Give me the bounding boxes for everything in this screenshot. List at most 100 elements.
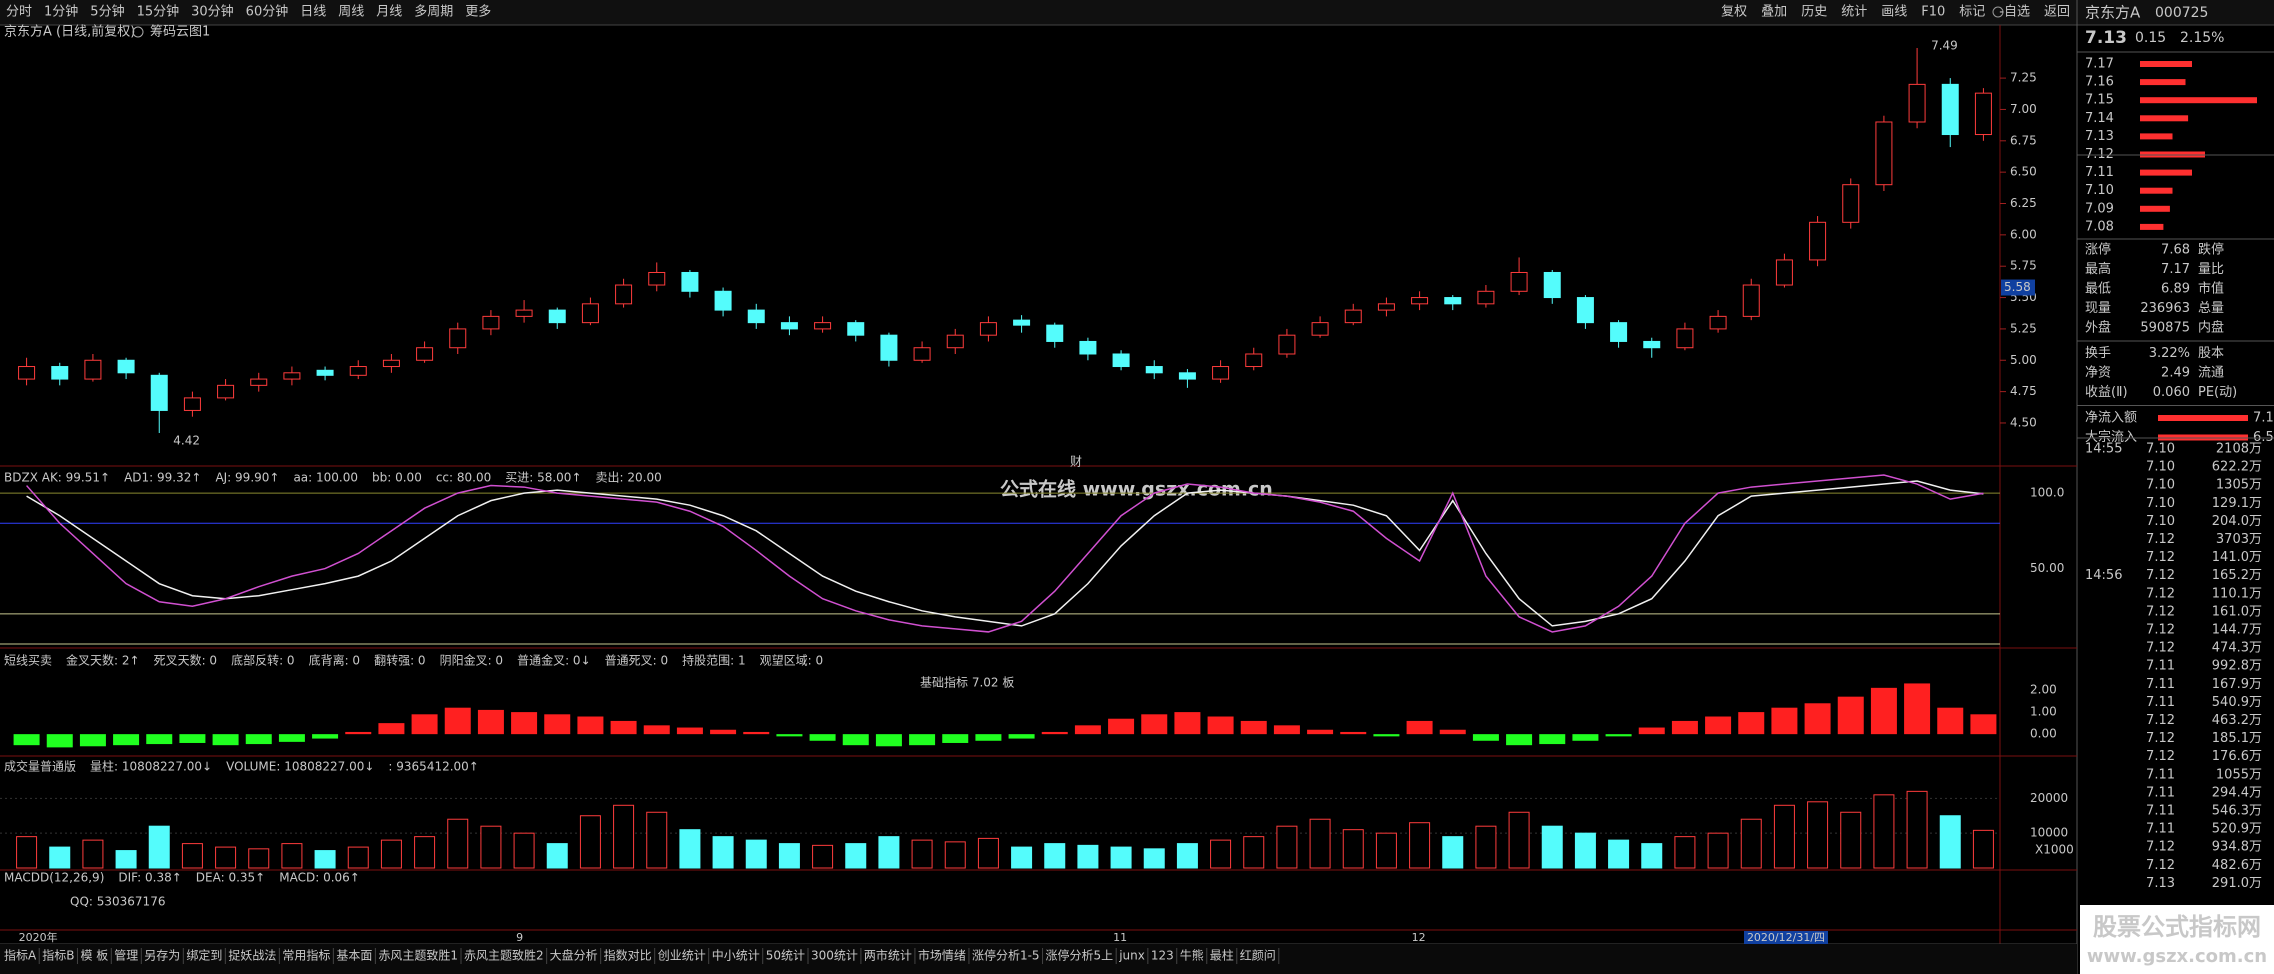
chart-title: 京东方A (日线,前复权) <box>4 24 135 40</box>
tick-price: 7.12 <box>2146 641 2175 656</box>
stat-label: 量比 <box>2198 262 2224 277</box>
menu-item[interactable]: 日线 <box>300 5 326 20</box>
tick-volume: 992.8万 <box>2212 659 2262 674</box>
stat-label: 最高 <box>2085 261 2111 277</box>
tab[interactable]: 捉妖战法 <box>228 948 276 963</box>
menu-item[interactable]: 复权 <box>1721 4 1747 20</box>
tab[interactable]: 常用指标 <box>282 948 330 963</box>
tab[interactable]: 基本面 <box>336 949 372 963</box>
candle-body <box>946 334 964 349</box>
tick-volume: 167.9万 <box>2212 677 2262 692</box>
legend-item: cc: 80.00 <box>436 471 491 485</box>
close-icon[interactable] <box>1992 6 2004 18</box>
y-tick-label: 5.75 <box>2010 259 2037 273</box>
menu-item[interactable]: 返回 <box>2044 5 2070 20</box>
flow-bar <box>2158 415 2248 421</box>
menu-item[interactable]: 历史 <box>1801 5 1827 20</box>
legend-item: 金叉天数: 2↑ <box>66 653 140 668</box>
stat-label: 股本 <box>2198 346 2224 361</box>
tab[interactable]: 大盘分析 <box>550 948 598 963</box>
volume-bar <box>1641 843 1663 869</box>
tab[interactable]: 指数对比 <box>604 948 652 963</box>
menu-item[interactable]: 1分钟 <box>44 4 78 20</box>
menu-item[interactable]: 更多 <box>465 4 491 20</box>
tab[interactable]: 管理 <box>114 948 138 963</box>
menu-item[interactable]: 5分钟 <box>90 4 124 20</box>
menu-item[interactable]: 周线 <box>338 5 364 20</box>
tab[interactable]: 市场情绪 <box>918 948 966 963</box>
price: 7.13 <box>2085 28 2127 48</box>
menu-item[interactable]: 多周期 <box>414 4 453 20</box>
menu-item[interactable]: 30分钟 <box>191 4 234 20</box>
book-price: 7.10 <box>2085 183 2114 198</box>
volume-bar <box>1906 790 1928 869</box>
menu-item[interactable]: 分时 <box>6 5 32 20</box>
menu-item[interactable]: 月线 <box>376 5 402 20</box>
volume-bar <box>1541 825 1563 869</box>
tab[interactable]: 123 <box>1151 949 1174 963</box>
y-tick-label: 6.00 <box>2010 227 2037 241</box>
book-price: 7.13 <box>2085 129 2114 144</box>
overlay-title: 筹码云图1 <box>150 24 210 40</box>
tab[interactable]: 另存为 <box>144 949 180 963</box>
candle-body <box>449 328 467 349</box>
banner-url: www.gszx.com.cn <box>2087 946 2267 967</box>
volume-bar <box>679 829 701 869</box>
stat-label: 流通 <box>2198 366 2224 381</box>
stat-label: 换手 <box>2085 346 2111 361</box>
indicator-line <box>26 480 1984 627</box>
tab[interactable]: 模 板 <box>80 949 108 963</box>
menu-item[interactable]: 画线 <box>1881 5 1907 20</box>
candle-body <box>1046 324 1064 342</box>
tab[interactable]: 指标B <box>42 948 74 963</box>
menu-item[interactable]: 统计 <box>1841 5 1867 20</box>
tick-volume: 934.8万 <box>2212 840 2262 855</box>
tab[interactable]: 红颜问 <box>1240 948 1276 963</box>
tick-volume: 3703万 <box>2216 532 2262 547</box>
tick-price: 7.12 <box>2146 749 2175 764</box>
tab[interactable]: 赤风主题致胜2 <box>464 948 544 963</box>
menu-item[interactable]: 15分钟 <box>137 4 180 20</box>
tab[interactable]: 最柱 <box>1210 948 1234 963</box>
volume-bar <box>1939 815 1961 869</box>
bar <box>1804 703 1831 735</box>
tab[interactable]: 涨停分析5上 <box>1046 948 1114 963</box>
bar <box>1539 734 1566 745</box>
y-tick-label: 7.00 <box>2010 102 2037 116</box>
tab[interactable]: 牛熊 <box>1180 948 1204 963</box>
candle-body <box>548 309 566 324</box>
candle-body <box>913 347 931 361</box>
tab[interactable]: 300统计 <box>811 949 858 963</box>
volume-bar <box>314 850 336 869</box>
book-price: 7.08 <box>2085 219 2114 234</box>
candle-body <box>880 334 898 361</box>
tab[interactable]: 中小统计 <box>712 948 760 963</box>
menu-item[interactable]: 标记 <box>1959 5 1985 20</box>
y-tick-label: 1.00 <box>2030 705 2057 719</box>
tab[interactable]: 绑定到 <box>186 948 222 963</box>
tab[interactable]: junx <box>1118 949 1145 963</box>
tick-volume: 463.2万 <box>2212 713 2262 728</box>
tab[interactable]: 50统计 <box>766 949 805 963</box>
tab[interactable]: 两市统计 <box>864 948 912 963</box>
stat-value: 590875 <box>2140 321 2190 336</box>
volume-bar <box>16 836 38 869</box>
menu-item[interactable]: 60分钟 <box>246 4 289 20</box>
y-tick-label: 5.00 <box>2010 353 2037 367</box>
menu-item[interactable]: -自选 <box>1999 5 2030 20</box>
menu-item[interactable]: F10 <box>1921 5 1945 20</box>
tab[interactable]: 赤风主题致胜1 <box>378 948 458 963</box>
bar <box>1373 734 1400 737</box>
candle-body <box>283 372 301 380</box>
tab[interactable]: 指标A <box>4 948 37 963</box>
tab[interactable]: 创业统计 <box>658 949 706 963</box>
bar <box>1904 683 1931 735</box>
candle-body <box>1676 328 1694 349</box>
tick-time: 14:55 <box>2085 442 2122 457</box>
candle-body <box>1444 297 1462 305</box>
menu-item[interactable]: 叠加 <box>1761 5 1787 20</box>
tab[interactable]: 涨停分析1-5 <box>972 948 1040 963</box>
candle-body <box>1477 290 1495 305</box>
